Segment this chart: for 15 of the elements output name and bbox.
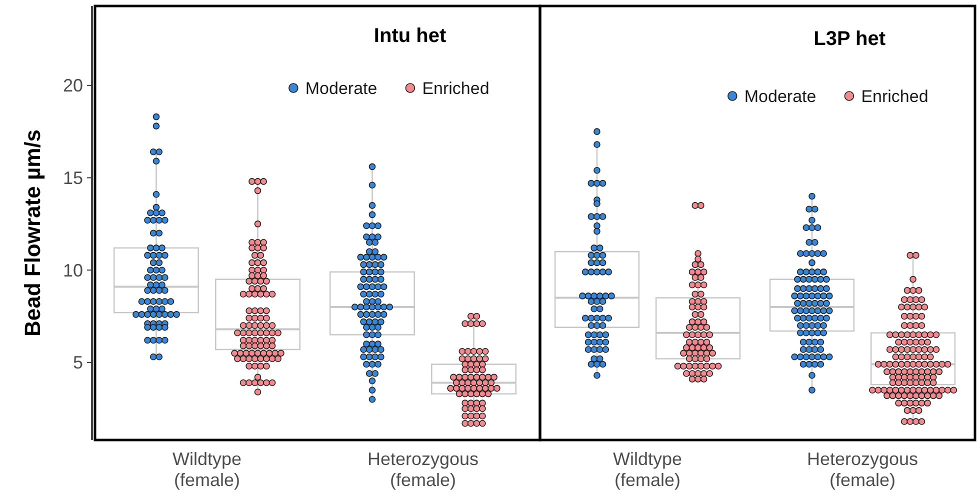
x-tick-label: Heterozygous (female) <box>806 449 918 490</box>
legend-label: Moderate <box>744 87 816 106</box>
text: L3P het <box>814 28 886 50</box>
x-tick-label: Heterozygous (female) <box>367 449 479 490</box>
legend-label: Enriched <box>422 79 490 98</box>
y-tick-label: 15 <box>62 168 83 188</box>
y-tick-label: 20 <box>62 76 83 96</box>
y-axis-title: Bead Flowrate µm/s <box>20 129 45 337</box>
legend-label: Moderate <box>305 79 378 98</box>
x-tick-label: Wildtype (female) <box>172 449 242 490</box>
y-tick-label: 5 <box>72 352 83 373</box>
x-tick-label: Wildtype (female) <box>612 449 682 490</box>
y-tick-label: 10 <box>62 260 83 280</box>
legend-label: Enriched <box>861 87 928 106</box>
text: Intu het <box>374 25 446 47</box>
